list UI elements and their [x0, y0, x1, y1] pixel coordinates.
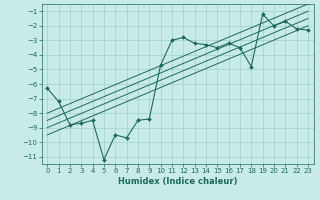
X-axis label: Humidex (Indice chaleur): Humidex (Indice chaleur) — [118, 177, 237, 186]
